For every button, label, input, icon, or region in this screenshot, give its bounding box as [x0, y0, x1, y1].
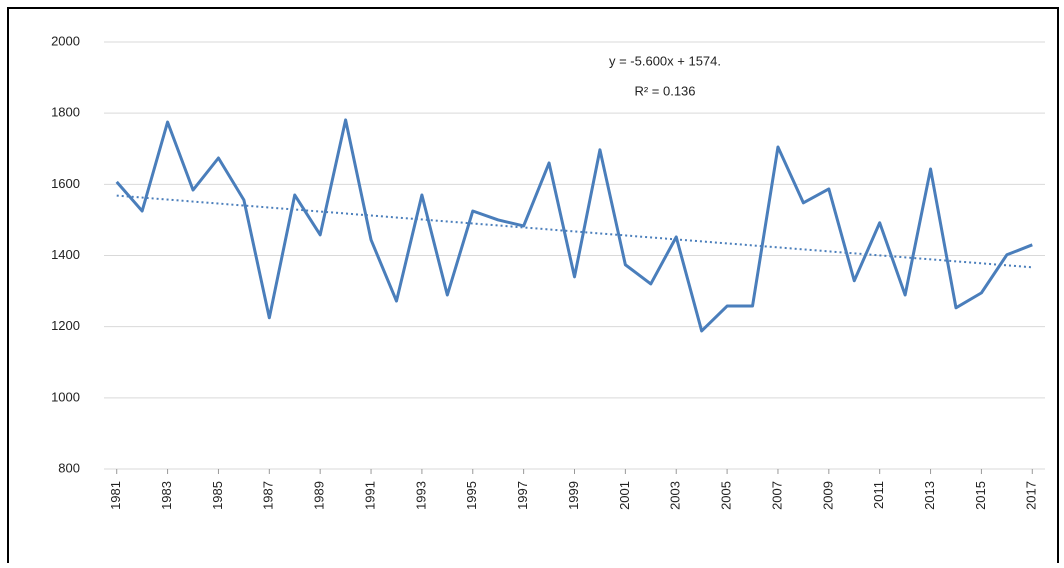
x-tick-label: 2017: [1024, 481, 1039, 510]
x-tick-label: 2007: [769, 481, 784, 510]
x-tick-label: 1989: [312, 481, 327, 510]
x-tick-label: 2011: [871, 481, 886, 509]
x-tick-label: 2013: [922, 481, 937, 510]
x-tick-label: 2015: [973, 481, 988, 510]
x-tick-label: 1981: [108, 481, 123, 510]
trend-r2: R² = 0.136: [634, 83, 695, 98]
x-tick-label: 2001: [617, 481, 632, 510]
y-tick-label: 800: [58, 460, 80, 475]
x-tick-label: 1985: [210, 481, 225, 510]
x-tick-label: 1983: [159, 481, 174, 510]
x-tick-label: 2009: [820, 481, 835, 510]
trendline: [116, 194, 1033, 269]
x-tick-label: 2003: [668, 481, 683, 510]
y-tick-label: 1600: [51, 176, 80, 191]
y-tick-label: 1800: [51, 105, 80, 120]
chart-frame: [7, 7, 1059, 568]
data-line: [115, 118, 1033, 333]
x-tick-label: 1997: [515, 481, 530, 510]
x-tick-label: 1999: [566, 481, 581, 510]
trend-equation: y = -5.600x + 1574.: [609, 53, 721, 68]
y-tick-label: 1200: [51, 318, 80, 333]
x-tick-label: 2005: [719, 481, 734, 510]
x-tick-label: 1995: [464, 481, 479, 510]
x-tick-label: 1987: [261, 481, 276, 510]
x-tick-label: 1993: [413, 481, 428, 510]
x-tick-label: 1991: [362, 481, 377, 510]
y-tick-label: 1000: [51, 389, 80, 404]
y-tick-label: 1400: [51, 247, 80, 262]
y-tick-label: 2000: [51, 33, 80, 48]
